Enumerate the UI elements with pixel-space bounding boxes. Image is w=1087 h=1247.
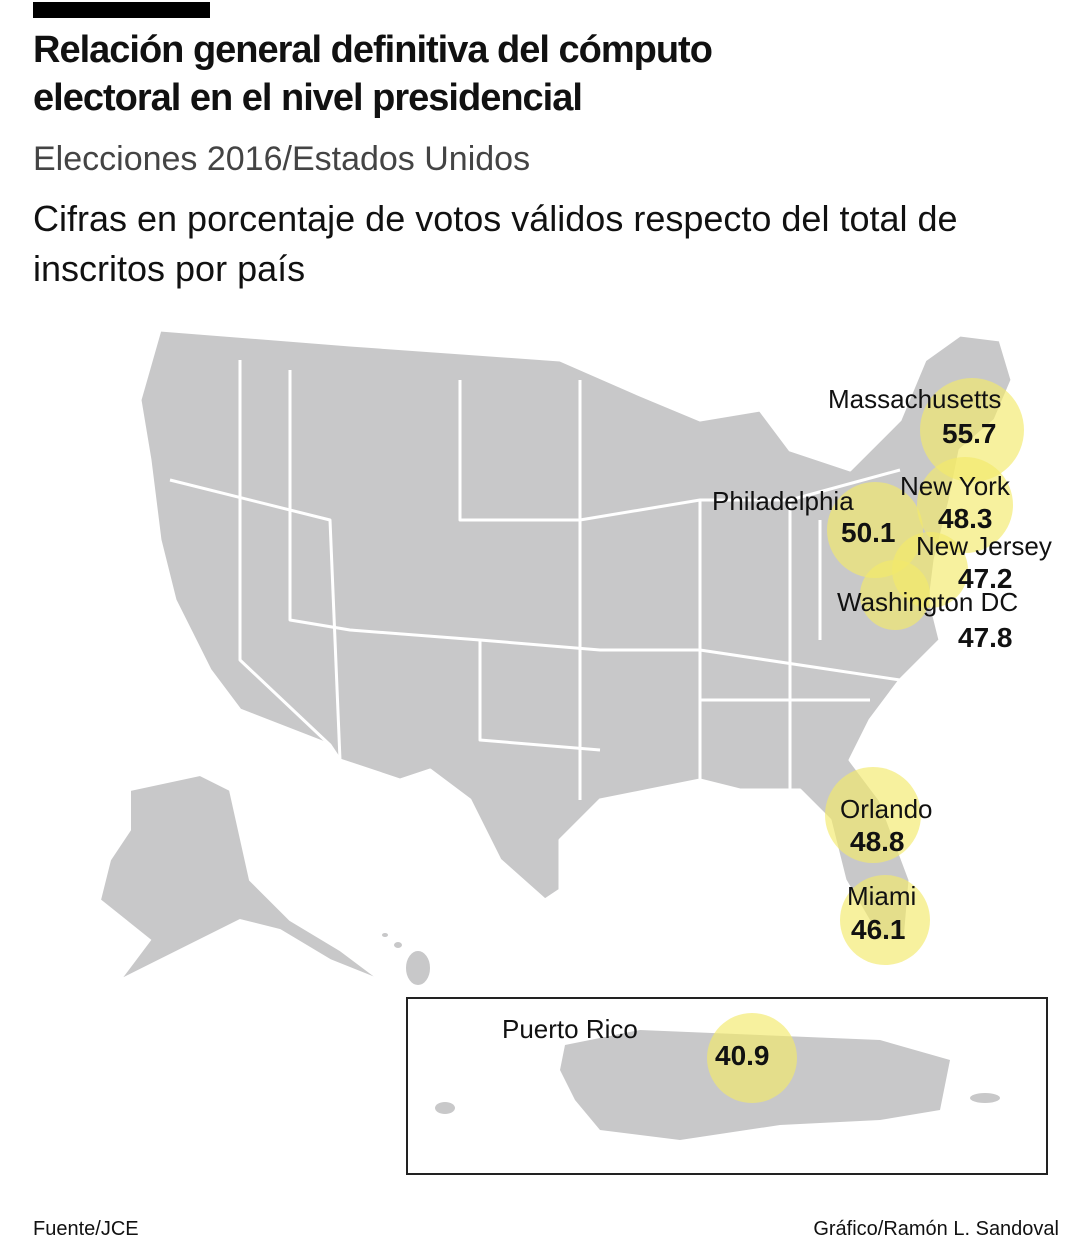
description: Cifras en porcentaje de votos válidos re…	[33, 198, 958, 289]
marker-orlando	[825, 767, 921, 863]
label-massachusetts: Massachusetts	[828, 384, 1002, 414]
value-massachusetts: 55.7	[942, 418, 997, 449]
header-bar	[33, 2, 210, 18]
label-puerto-rico: Puerto Rico	[502, 1014, 638, 1044]
marker-washington-dc	[860, 560, 930, 630]
hawaii	[404, 949, 432, 987]
label-miami: Miami	[847, 881, 917, 911]
subtitle: Elecciones 2016/Estados Unidos	[33, 140, 531, 178]
marker-massachusetts	[920, 378, 1024, 482]
markers	[707, 378, 1024, 1103]
value-puerto-rico: 40.9	[715, 1040, 770, 1071]
value-washington-dc: 47.8	[958, 622, 1013, 653]
title-line-2: electoral en el nivel presidencial	[33, 77, 583, 119]
state-borders	[238, 360, 332, 747]
source: Fuente/JCE	[33, 1218, 139, 1240]
value-philadelphia: 50.1	[841, 517, 896, 548]
label-new-york: New York	[900, 471, 1010, 501]
credit: Gráfico/Ramón L. Sandoval	[813, 1218, 1059, 1240]
value-miami: 46.1	[851, 914, 906, 945]
value-new-jersey: 47.2	[958, 563, 1013, 594]
value-orlando: 48.8	[850, 826, 905, 857]
label-orlando: Orlando	[840, 794, 933, 824]
marker-puerto-rico	[707, 1013, 797, 1103]
label-philadelphia: Philadelphia	[712, 486, 854, 516]
marker-miami	[840, 875, 930, 965]
label-new-jersey: New Jersey	[916, 531, 1052, 561]
label-washington-dc: Washington DC	[837, 587, 1019, 617]
value-new-york: 48.3	[938, 503, 993, 534]
title-line-1: Relación general definitiva del cómputo	[33, 29, 713, 71]
marker-new-york	[917, 457, 1013, 553]
alaska	[98, 773, 381, 981]
title: Relación general definitiva del cómputo …	[33, 26, 713, 122]
